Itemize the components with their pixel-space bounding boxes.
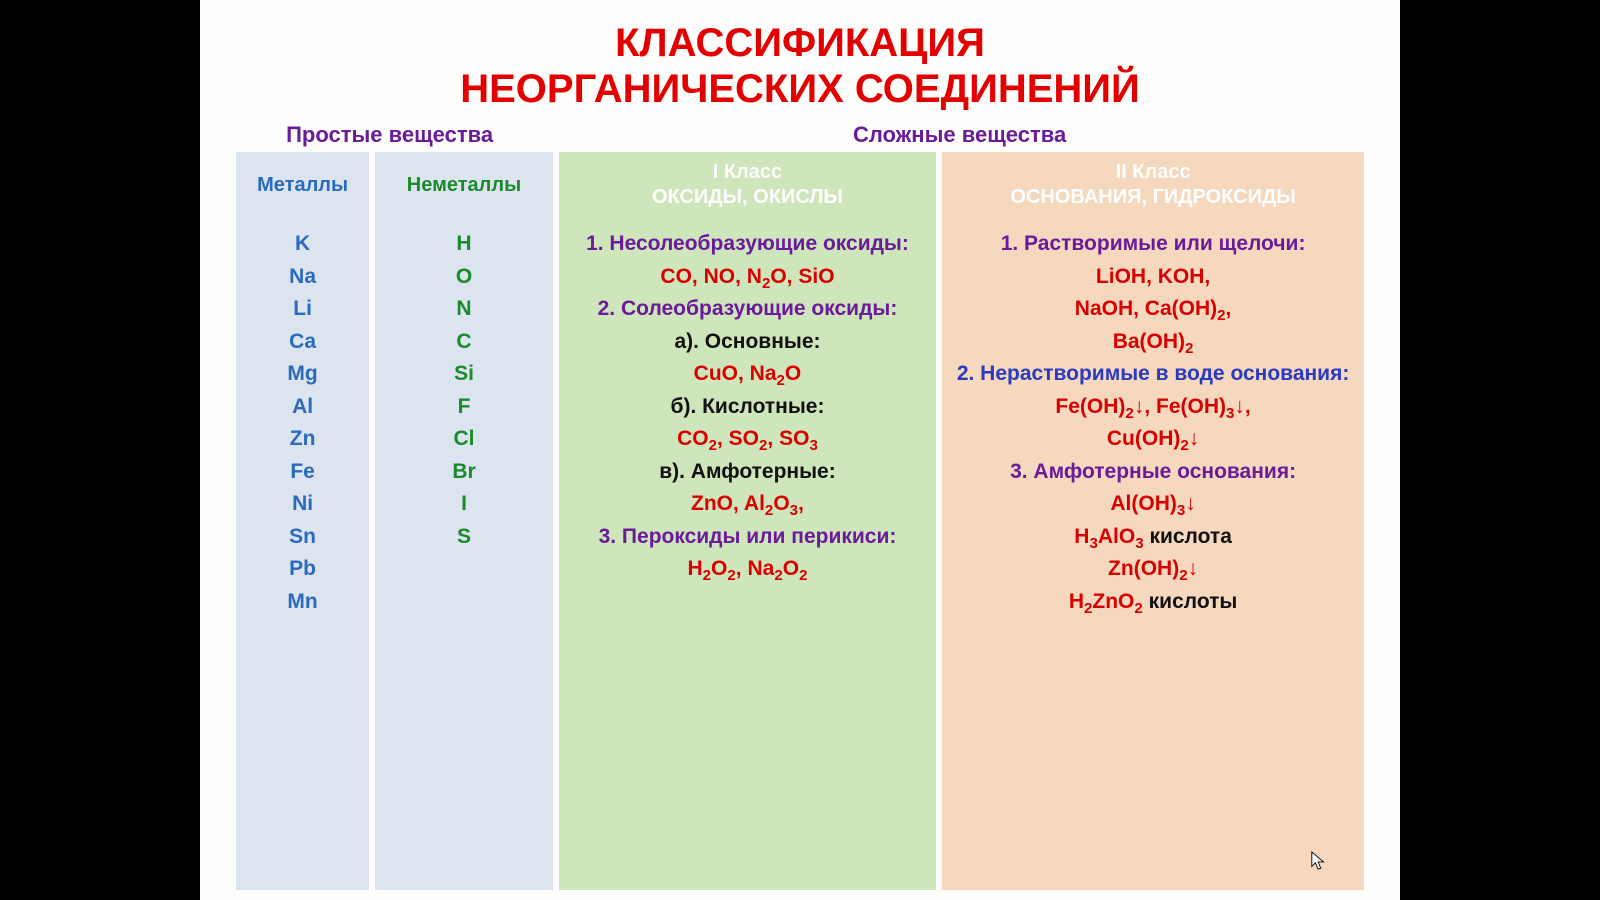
content-line: 2. Нерастворимые в воде основания: — [950, 358, 1356, 391]
element-symbol: Ni — [244, 488, 361, 521]
content-line: 1. Растворимые или щелочи: — [950, 228, 1356, 261]
element-symbol: Sn — [244, 521, 361, 554]
element-symbol: Fe — [244, 456, 361, 489]
element-symbol: Mn — [244, 586, 361, 619]
th-metals: Металлы — [236, 152, 369, 218]
content-line: а). Основные: — [567, 326, 928, 359]
content-line: CO, NO, N2O, SiO — [567, 261, 928, 294]
subheadings-row: Простые вещества Сложные вещества — [230, 122, 1370, 148]
th-nonmetals: Неметаллы — [375, 152, 553, 218]
element-symbol: Ca — [244, 326, 361, 359]
content-line: Cu(OH)2↓ — [950, 423, 1356, 456]
element-symbol: Pb — [244, 553, 361, 586]
content-line: H2O2, Na2O2 — [567, 553, 928, 586]
subheading-simple: Простые вещества — [230, 122, 549, 148]
content-line: Ba(OH)2 — [950, 326, 1356, 359]
cell-oxides: 1. Несолеобразующие оксиды:CO, NO, N2O, … — [559, 218, 936, 890]
content-line: CuO, Na2O — [567, 358, 928, 391]
element-symbol: Li — [244, 293, 361, 326]
content-line: Al(OH)3↓ — [950, 488, 1356, 521]
content-line: в). Амфотерные: — [567, 456, 928, 489]
content-line: 3. Амфотерные основания: — [950, 456, 1356, 489]
content-line: CO2, SO2, SO3 — [567, 423, 928, 456]
content-line: 1. Несолеобразующие оксиды: — [567, 228, 928, 261]
content-line: H3AlO3 кислота — [950, 521, 1356, 554]
element-symbol: H — [383, 228, 545, 261]
content-line: ZnO, Al2O3, — [567, 488, 928, 521]
content-line: LiOH, KOH, — [950, 261, 1356, 294]
element-symbol: Na — [244, 261, 361, 294]
cell-nonmetals: HONCSiFClBrIS — [375, 218, 553, 890]
element-symbol: C — [383, 326, 545, 359]
element-symbol: Al — [244, 391, 361, 424]
content-line: Zn(OH)2↓ — [950, 553, 1356, 586]
cell-bases: 1. Растворимые или щелочи:LiOH, KOH,NaOH… — [942, 218, 1364, 890]
element-symbol: Mg — [244, 358, 361, 391]
element-symbol: Si — [383, 358, 545, 391]
title-line-1: КЛАССИФИКАЦИЯ — [230, 20, 1370, 66]
page-title: КЛАССИФИКАЦИЯ НЕОРГАНИЧЕСКИХ СОЕДИНЕНИЙ — [230, 20, 1370, 112]
element-symbol: O — [383, 261, 545, 294]
classification-table: Металлы Неметаллы I КлассОКСИДЫ, ОКИСЛЫ … — [230, 152, 1370, 890]
element-symbol: Br — [383, 456, 545, 489]
table-header-row: Металлы Неметаллы I КлассОКСИДЫ, ОКИСЛЫ … — [236, 152, 1364, 218]
content-line: б). Кислотные: — [567, 391, 928, 424]
element-symbol: Zn — [244, 423, 361, 456]
element-symbol: S — [383, 521, 545, 554]
content-line: NaOH, Ca(OH)2, — [950, 293, 1356, 326]
title-line-2: НЕОРГАНИЧЕСКИХ СОЕДИНЕНИЙ — [230, 66, 1370, 112]
cell-metals: KNaLiCaMgAlZnFeNiSnPbMn — [236, 218, 369, 890]
content-line: 2. Солеобразующие оксиды: — [567, 293, 928, 326]
table-body-row: KNaLiCaMgAlZnFeNiSnPbMn HONCSiFClBrIS 1.… — [236, 218, 1364, 890]
slide: КЛАССИФИКАЦИЯ НЕОРГАНИЧЕСКИХ СОЕДИНЕНИЙ … — [200, 0, 1400, 900]
content-line: H2ZnO2 кислоты — [950, 586, 1356, 619]
element-symbol: I — [383, 488, 545, 521]
element-symbol: F — [383, 391, 545, 424]
th-oxides: I КлассОКСИДЫ, ОКИСЛЫ — [559, 152, 936, 218]
element-symbol: N — [383, 293, 545, 326]
content-line: 3. Пероксиды или перикиси: — [567, 521, 928, 554]
subheading-complex: Сложные вещества — [549, 122, 1370, 148]
element-symbol: K — [244, 228, 361, 261]
th-bases: II КлассОСНОВАНИЯ, ГИДРОКСИДЫ — [942, 152, 1364, 218]
content-line: Fe(OH)2↓, Fe(OH)3↓, — [950, 391, 1356, 424]
element-symbol: Cl — [383, 423, 545, 456]
